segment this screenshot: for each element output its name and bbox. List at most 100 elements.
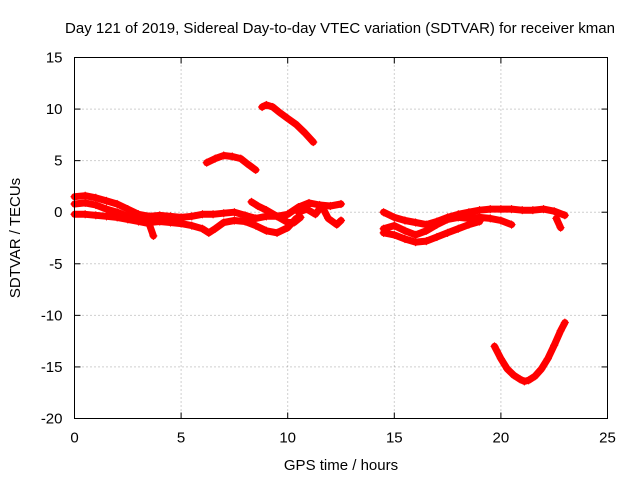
data-point — [177, 219, 186, 228]
data-point — [537, 364, 546, 374]
data-point — [258, 102, 267, 112]
data-point — [187, 212, 196, 221]
data-point — [550, 207, 559, 216]
data-point — [400, 234, 410, 244]
data-point — [230, 208, 239, 217]
data-point — [302, 205, 311, 214]
series-s6 — [247, 197, 305, 227]
data-point — [91, 193, 100, 202]
data-point — [518, 206, 527, 215]
data-point — [496, 216, 505, 225]
x-tick-label: 20 — [493, 430, 510, 447]
data-point — [202, 158, 211, 167]
data-point — [539, 205, 548, 214]
data-point — [411, 238, 420, 247]
x-tick-label: 0 — [70, 430, 78, 447]
data-point — [524, 376, 533, 385]
data-point — [309, 137, 318, 147]
data-point — [390, 230, 399, 240]
series-s4 — [202, 151, 260, 175]
data-point — [326, 201, 335, 211]
data-point — [251, 165, 260, 175]
y-tick-label: 0 — [54, 204, 62, 221]
data-point — [243, 159, 252, 168]
data-point — [336, 216, 346, 225]
data-point — [272, 228, 282, 237]
data-point — [486, 205, 495, 214]
data-point — [390, 213, 399, 222]
data-point — [550, 341, 559, 350]
data-point — [283, 210, 292, 219]
data-point — [530, 372, 540, 381]
data-point — [422, 236, 431, 246]
data-point — [102, 196, 111, 205]
data-point — [454, 213, 463, 222]
data-point — [543, 354, 552, 363]
data-point — [123, 205, 132, 214]
data-point — [149, 231, 158, 241]
data-point — [247, 197, 256, 206]
data-point — [91, 211, 100, 220]
data-point — [311, 210, 320, 219]
data-point — [400, 216, 410, 225]
data-point — [204, 228, 213, 237]
data-point — [113, 213, 122, 222]
y-tick-label: 5 — [54, 153, 62, 170]
data-point — [294, 208, 303, 217]
y-tick-label: -10 — [41, 307, 63, 324]
data-point — [528, 206, 537, 215]
data-point — [379, 208, 388, 217]
data-point — [81, 191, 90, 200]
y-axis-label: SDTVAR / TECUs — [7, 178, 24, 298]
data-point — [432, 232, 442, 242]
x-axis-label: GPS time / hours — [284, 457, 398, 474]
data-point — [81, 198, 90, 208]
data-point — [155, 217, 164, 226]
x-tick-label: 15 — [386, 430, 403, 447]
series-s8 — [379, 205, 569, 229]
tick-labels: 0 5 10 15 20 25 -20 -15 -10 -5 0 5 10 15 — [41, 50, 616, 447]
data-point — [556, 326, 565, 335]
data-point — [91, 200, 100, 210]
data-point — [411, 218, 420, 227]
series-s7 — [294, 201, 346, 229]
series-s11 — [552, 214, 565, 232]
data-point — [400, 226, 410, 235]
data-point — [304, 198, 314, 208]
data-point — [219, 218, 228, 227]
data-point — [556, 223, 565, 232]
data-point — [432, 220, 442, 229]
data-point — [240, 217, 250, 226]
x-tick-label: 25 — [599, 430, 616, 447]
data-point — [102, 205, 111, 214]
data-point — [198, 210, 207, 219]
series-s12 — [490, 318, 569, 386]
data-point — [379, 228, 388, 237]
series-band — [380, 218, 484, 246]
data-point — [211, 224, 220, 233]
data-point — [251, 221, 260, 230]
data-point — [134, 217, 143, 226]
data-point — [507, 220, 516, 229]
data-point — [336, 199, 346, 209]
data-point — [490, 342, 499, 351]
data-point — [486, 214, 495, 223]
data-point — [464, 220, 474, 229]
data-point — [443, 228, 452, 237]
chart-title: Day 121 of 2019, Sidereal Day-to-day VTE… — [65, 20, 615, 37]
data-point — [219, 209, 228, 218]
series-band — [552, 214, 565, 232]
data-point — [251, 214, 260, 223]
y-tick-label: -20 — [41, 411, 63, 428]
data-point — [317, 201, 326, 211]
data-point — [211, 154, 220, 163]
data-point — [507, 205, 516, 214]
series-group — [70, 100, 569, 386]
data-point — [230, 216, 239, 225]
series-band — [71, 192, 345, 222]
x-tick-label: 5 — [177, 430, 185, 447]
series-band — [491, 319, 569, 385]
data-point — [262, 226, 271, 235]
data-point — [113, 199, 122, 209]
